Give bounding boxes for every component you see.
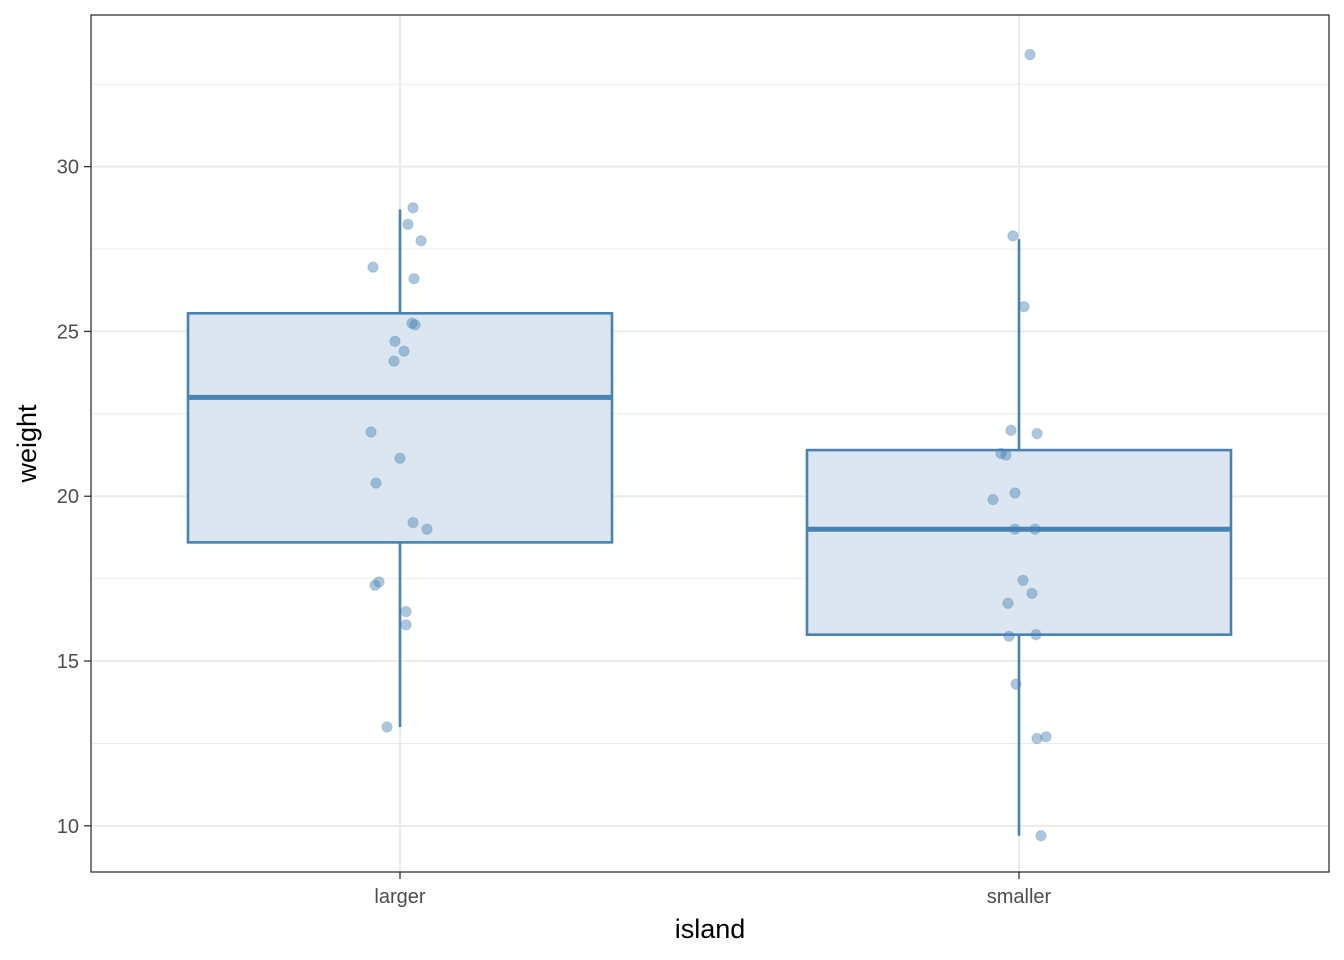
data-point	[1024, 48, 1036, 61]
data-point	[421, 523, 433, 535]
data-point	[402, 218, 414, 231]
data-point	[370, 477, 382, 489]
data-point	[1007, 230, 1019, 242]
data-point	[1035, 830, 1047, 842]
data-point	[394, 452, 406, 465]
data-point	[389, 335, 401, 348]
data-point	[1005, 424, 1017, 437]
jitter-points	[365, 48, 1052, 842]
data-point	[367, 261, 379, 273]
x-axis-title: island	[675, 914, 746, 944]
data-point	[365, 426, 377, 438]
data-point	[369, 579, 381, 591]
data-point	[381, 721, 393, 733]
data-point	[1029, 523, 1041, 535]
y-tick-label: 25	[57, 321, 79, 343]
data-point	[1010, 678, 1022, 690]
data-point	[408, 272, 420, 285]
data-point	[995, 447, 1007, 460]
data-point	[373, 576, 385, 588]
y-tick-label: 10	[57, 816, 79, 838]
y-tick-label: 15	[57, 651, 79, 673]
y-tick-label: 20	[57, 486, 79, 508]
panel-border	[90, 14, 1330, 873]
data-point	[407, 202, 419, 214]
x-axis: larger smaller	[374, 872, 1052, 908]
data-point	[1040, 731, 1052, 743]
data-point	[1017, 574, 1029, 586]
x-tick-label: larger	[374, 886, 425, 908]
x-tick-label: smaller	[987, 886, 1052, 908]
data-point	[1002, 597, 1014, 610]
data-point	[1009, 523, 1021, 535]
data-point	[1031, 427, 1043, 440]
data-point	[398, 345, 410, 357]
iqr-box	[186, 312, 614, 544]
data-point	[415, 235, 427, 247]
box-smaller	[805, 239, 1233, 836]
data-point	[409, 319, 421, 331]
box-layer	[186, 209, 1233, 836]
box-larger	[186, 209, 614, 727]
iqr-box	[805, 448, 1233, 636]
y-axis-title: weight	[12, 404, 42, 484]
data-point	[1009, 487, 1021, 499]
data-point	[987, 493, 999, 506]
data-point	[400, 619, 412, 631]
data-point	[406, 317, 418, 329]
y-axis: 10 15 20 25 30	[57, 157, 91, 838]
data-point	[1031, 732, 1043, 745]
data-point	[1000, 449, 1012, 461]
y-tick-label: 30	[57, 157, 79, 179]
data-point	[1018, 301, 1030, 313]
data-point	[407, 516, 419, 529]
data-point	[400, 605, 412, 618]
data-point	[388, 355, 400, 367]
data-point	[1026, 587, 1038, 600]
data-point	[1003, 630, 1015, 643]
data-point	[1030, 628, 1042, 641]
